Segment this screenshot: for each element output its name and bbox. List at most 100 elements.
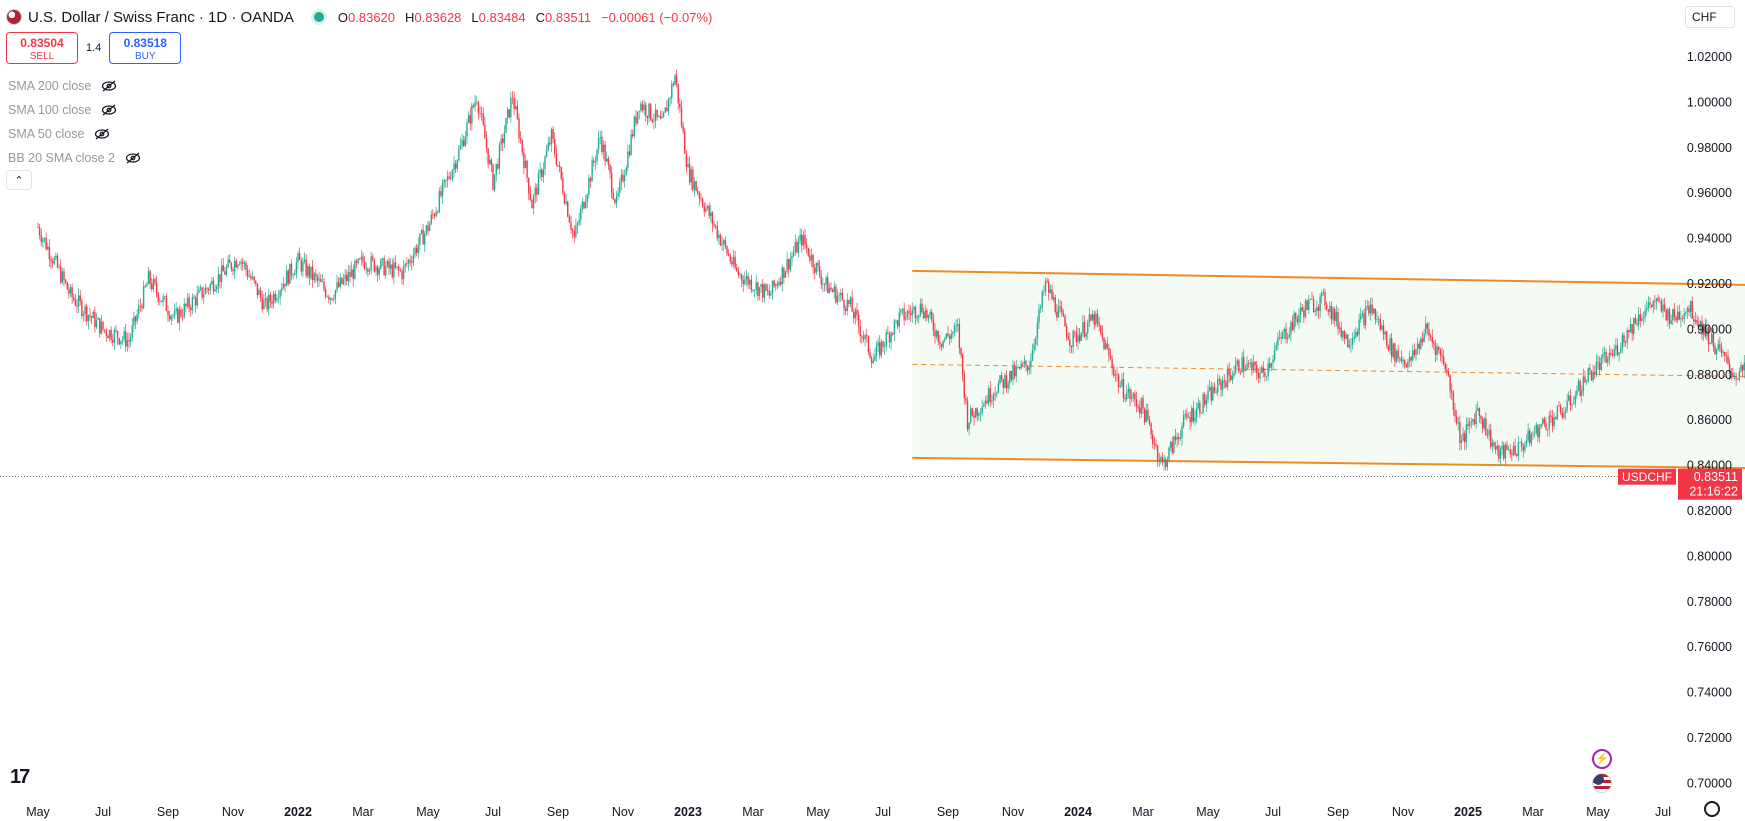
indicator-bb20[interactable]: BB 20 SMA close 2 xyxy=(8,146,141,170)
candle-body xyxy=(653,121,655,122)
indicator-sma50[interactable]: SMA 50 close xyxy=(8,122,141,146)
candle-body xyxy=(344,274,346,280)
candle xyxy=(615,190,618,208)
candle-body xyxy=(414,247,416,255)
candle xyxy=(466,118,468,145)
symbol-title[interactable]: U.S. Dollar / Swiss Franc · 1D · OANDA xyxy=(28,8,294,26)
candle-body xyxy=(867,336,870,353)
candle-body xyxy=(584,202,587,208)
eye-crossed-icon[interactable] xyxy=(94,128,110,140)
candle xyxy=(1184,410,1186,420)
candle-body xyxy=(594,161,597,163)
candle xyxy=(1694,312,1697,325)
currency-selector[interactable]: CHF xyxy=(1685,6,1735,28)
candle xyxy=(1491,438,1494,453)
candle xyxy=(934,322,936,344)
candle-body xyxy=(528,177,530,194)
indicator-sma200[interactable]: SMA 200 close xyxy=(8,74,141,98)
candle-body xyxy=(381,258,384,260)
candle-body xyxy=(797,240,800,253)
collapse-legend-button[interactable]: ⌃ xyxy=(6,170,32,190)
candle-body xyxy=(406,263,408,265)
candle xyxy=(1291,315,1294,331)
candle-body xyxy=(1304,300,1307,317)
candle-body xyxy=(622,174,624,182)
candle-body xyxy=(750,279,753,291)
candle-body xyxy=(1733,376,1736,377)
lightning-icon[interactable]: ⚡ xyxy=(1592,749,1612,769)
candle xyxy=(1233,366,1235,379)
candle-body xyxy=(305,259,307,276)
candle-body xyxy=(409,260,411,263)
indicator-label: SMA 100 close xyxy=(8,103,92,117)
candle-body xyxy=(1644,310,1646,318)
candle xyxy=(617,187,619,201)
candle-body xyxy=(1595,361,1598,375)
candle-body xyxy=(1335,312,1338,322)
candle-body xyxy=(1616,345,1619,355)
candle xyxy=(1741,364,1744,378)
candle-body xyxy=(1030,360,1032,368)
price-tick-label: 0.98000 xyxy=(1687,141,1732,155)
eye-crossed-icon[interactable] xyxy=(125,152,141,164)
candle xyxy=(1023,355,1026,368)
candle xyxy=(393,257,395,285)
candle xyxy=(771,280,774,300)
candle-body xyxy=(1265,376,1268,377)
sell-button[interactable]: 0.83504 SELL xyxy=(6,32,78,64)
candle xyxy=(336,274,338,294)
eye-crossed-icon[interactable] xyxy=(101,104,117,116)
candle xyxy=(333,294,335,303)
candle-body xyxy=(1441,355,1443,357)
candle xyxy=(1637,306,1640,331)
candle-body xyxy=(1369,304,1372,314)
indicator-sma100[interactable]: SMA 100 close xyxy=(8,98,141,122)
tradingview-logo-icon[interactable]: 17 xyxy=(10,766,30,788)
candle xyxy=(765,283,767,292)
candle-body xyxy=(1514,445,1516,455)
candle xyxy=(568,214,571,223)
price-tag-value: 0.83511 xyxy=(1694,470,1738,484)
candle xyxy=(1160,455,1162,465)
time-axis[interactable]: May Jul Sep Nov 2022 Mar May Jul Sep Nov 2023 Mar Ma… xyxy=(26,805,1671,819)
us-flag-icon[interactable] xyxy=(1592,773,1612,793)
candle xyxy=(1543,416,1546,427)
parallel-channel[interactable] xyxy=(912,269,1745,470)
candle xyxy=(658,114,660,118)
candle-body xyxy=(513,98,515,110)
candle xyxy=(1683,308,1685,325)
price-tick-label: 0.76000 xyxy=(1687,640,1732,654)
candle-body xyxy=(1529,430,1531,444)
buy-button[interactable]: 0.83518 BUY xyxy=(109,32,182,64)
candle xyxy=(531,198,533,209)
candle xyxy=(1712,328,1715,352)
candle-body xyxy=(352,269,354,279)
candle xyxy=(1080,332,1082,342)
settings-gear-icon[interactable] xyxy=(1704,801,1720,817)
candle-body xyxy=(510,97,512,118)
candle xyxy=(974,407,977,418)
price-tag-bg xyxy=(1678,468,1742,500)
candle-body xyxy=(502,138,504,144)
time-tick-label: Mar xyxy=(1132,805,1154,819)
channel-mid-line[interactable] xyxy=(912,363,1745,377)
candle-body xyxy=(66,282,68,290)
channel-upper-line[interactable] xyxy=(912,269,1745,286)
price-axis[interactable]: 1.020001.000000.980000.960000.940000.920… xyxy=(1687,50,1732,790)
eye-crossed-icon[interactable] xyxy=(101,80,117,92)
candle xyxy=(411,256,413,271)
candle xyxy=(1657,294,1659,303)
candle xyxy=(1649,297,1651,309)
price-tick-label: 0.82000 xyxy=(1687,504,1732,518)
candle xyxy=(45,232,47,251)
candle xyxy=(1568,391,1570,402)
candle xyxy=(193,294,195,300)
ohlc-values: O0.83620 H0.83628 L0.83484 C0.83511 −0.0… xyxy=(338,10,712,25)
channel-lower-line[interactable] xyxy=(912,456,1745,470)
candle xyxy=(136,309,138,325)
candle-body xyxy=(770,293,772,296)
candle xyxy=(417,237,419,259)
candle xyxy=(781,264,783,292)
candle-body xyxy=(1126,392,1128,400)
